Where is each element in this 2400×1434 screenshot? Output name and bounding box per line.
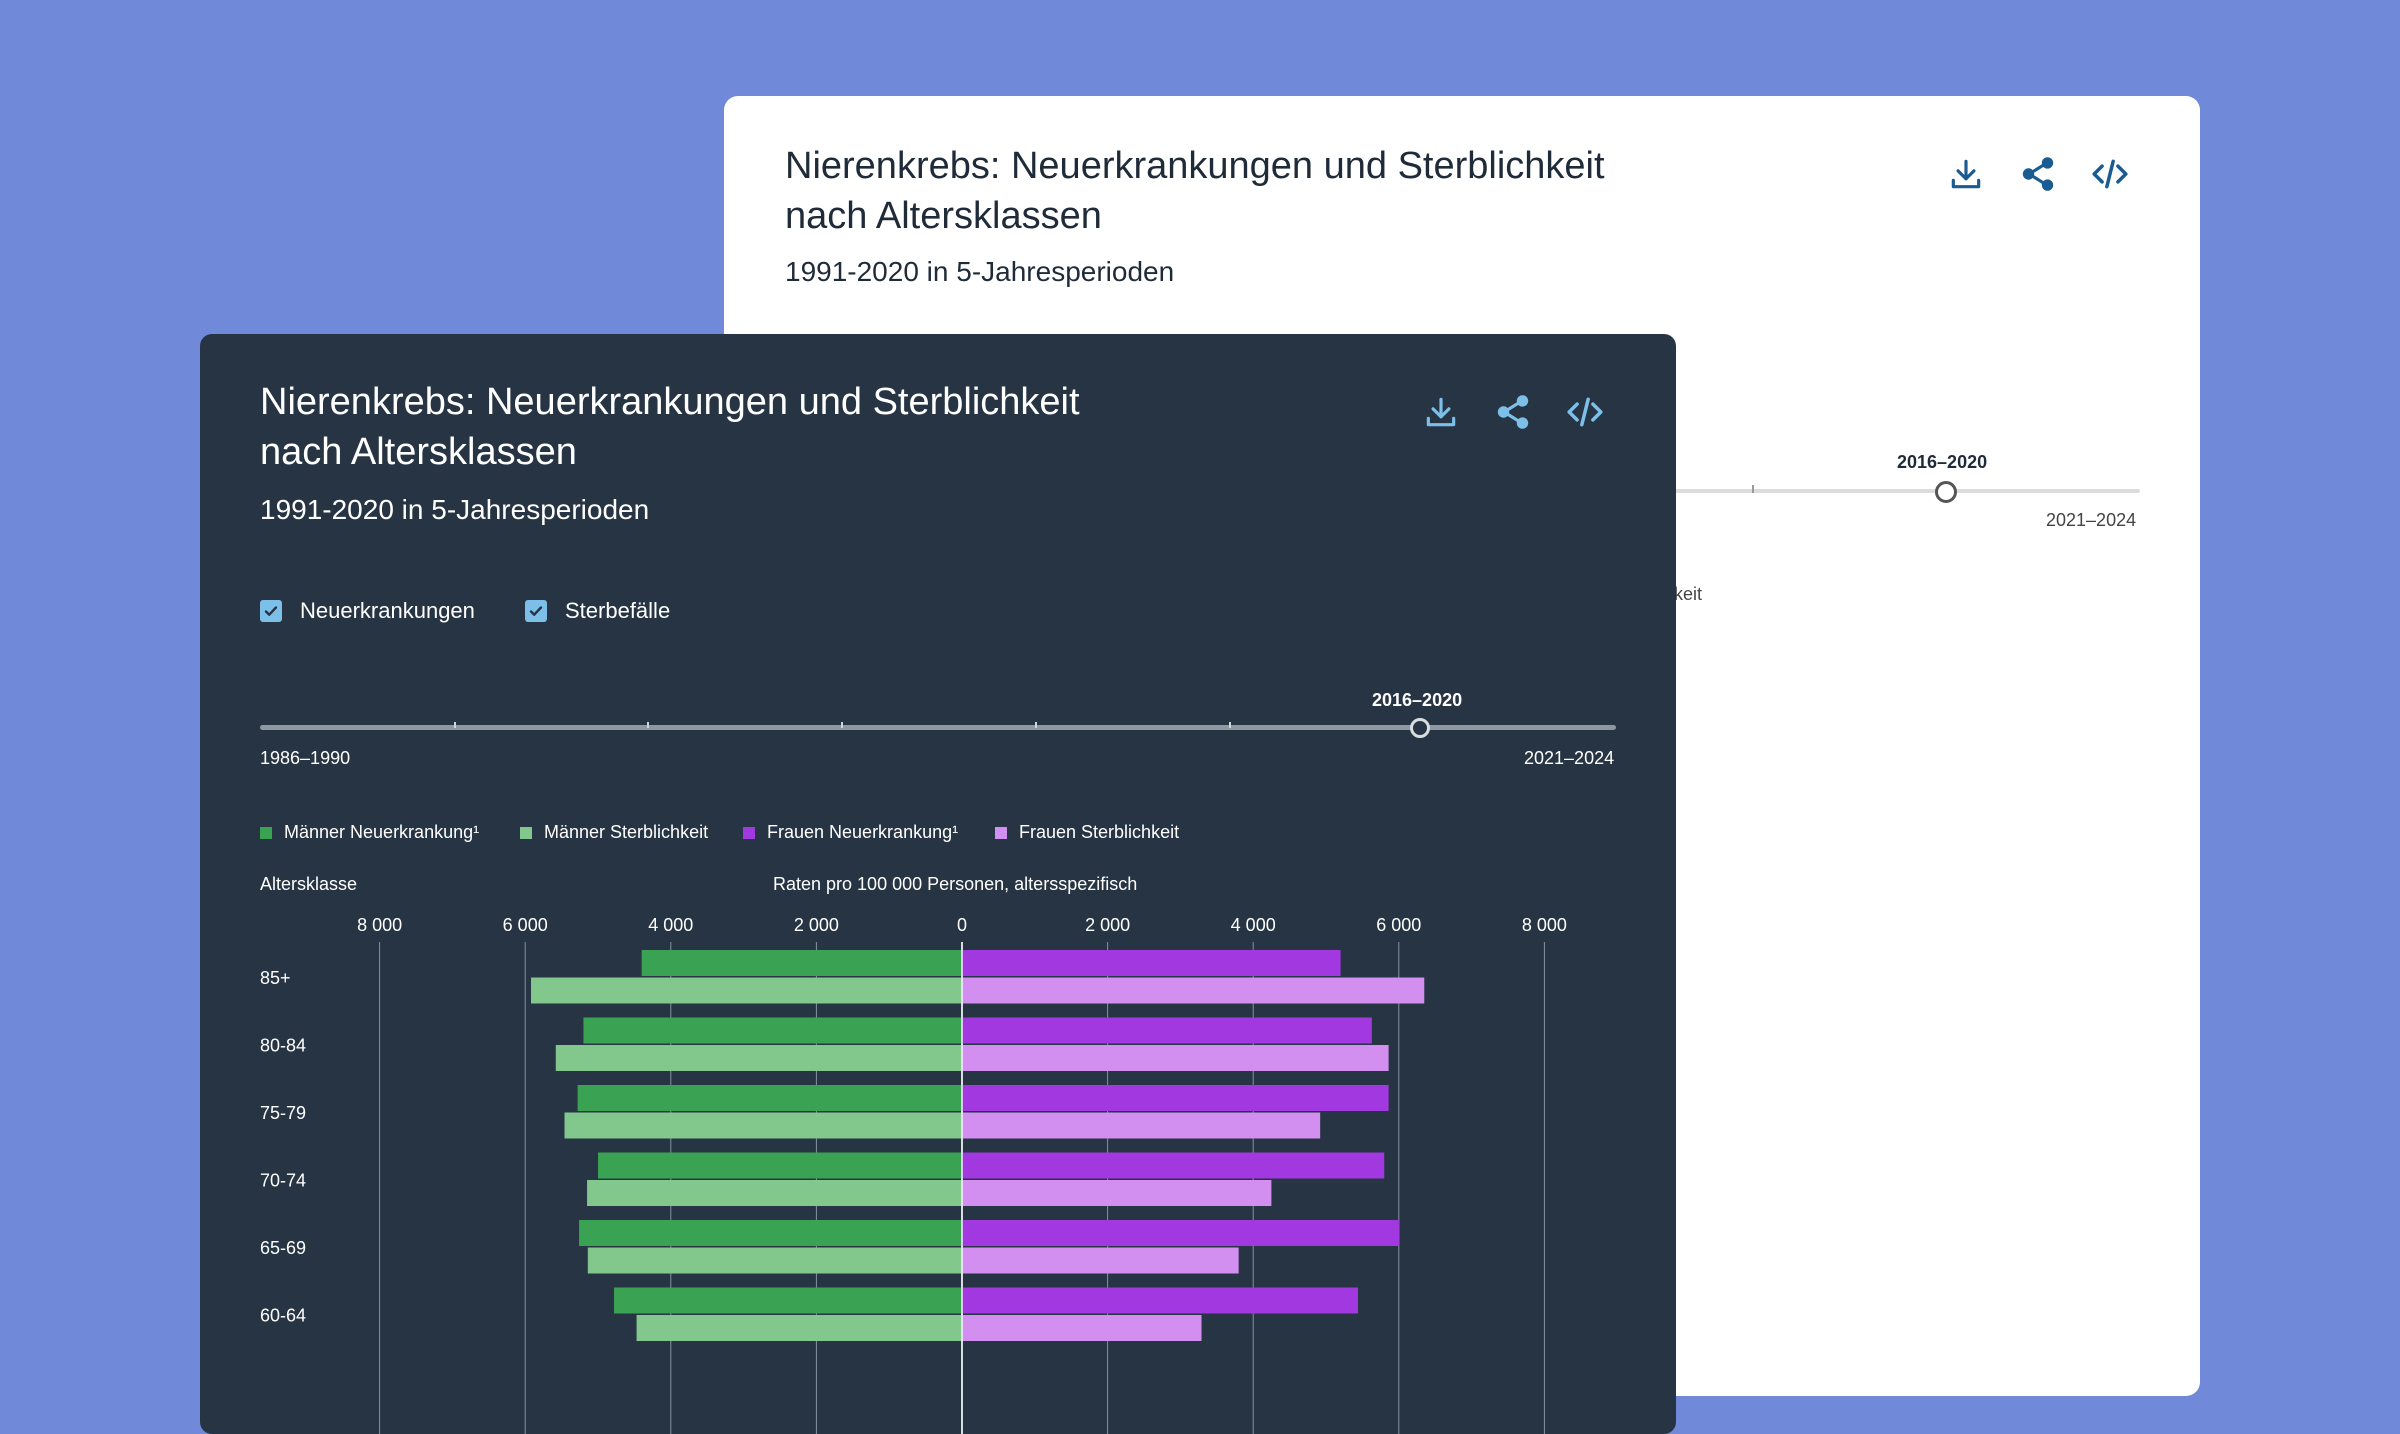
slider-start-label: 1986–1990 [260, 748, 351, 768]
share-button[interactable] [1489, 388, 1537, 436]
checkmark-icon [525, 600, 547, 622]
share-icon [2022, 157, 2054, 191]
bar[interactable] [962, 1112, 1321, 1139]
chart-card: Nierenkrebs: Neuerkrankungen und Sterbli… [200, 334, 1676, 1434]
filter-label: Sterbefälle [565, 598, 671, 623]
page-title: Nierenkrebs: Neuerkrankungen und Sterbli… [260, 381, 1080, 473]
legend-label: Männer Neuerkrankung¹ [284, 822, 480, 842]
bar[interactable] [614, 1287, 962, 1314]
page-subtitle: 1991-2020 in 5-Jahresperioden [260, 494, 650, 525]
bar[interactable] [598, 1152, 962, 1179]
legend-label: Männer Sterblichkeit [544, 822, 709, 842]
slider-end-label: 2021–2024 [1524, 748, 1615, 768]
back-download-button[interactable] [1942, 150, 1990, 198]
y-tick-label: 85+ [260, 968, 291, 988]
bar[interactable] [555, 1045, 962, 1071]
back-card-subtitle: 1991-2020 in 5-Jahresperioden [785, 256, 1175, 287]
bar[interactable] [641, 950, 962, 976]
bar[interactable] [531, 977, 962, 1004]
back-slider-end-label: 2021–2024 [2046, 510, 2137, 530]
x-tick-label: 8 000 [1522, 915, 1567, 935]
code-icon [2092, 159, 2128, 189]
bar[interactable] [564, 1112, 962, 1139]
bar[interactable] [962, 1287, 1359, 1314]
bar[interactable] [577, 1085, 962, 1111]
code-icon [1567, 397, 1603, 427]
y-tick-label: 65-69 [260, 1238, 306, 1258]
bar[interactable] [587, 1180, 962, 1206]
x-tick-label: 6 000 [503, 915, 548, 935]
bar[interactable] [962, 1315, 1202, 1341]
legend-swatch [520, 826, 532, 839]
y-tick-label: 80-84 [260, 1036, 306, 1056]
legend-label: Frauen Neuerkrankung¹ [767, 822, 959, 842]
y-tick-label: 75-79 [260, 1103, 306, 1123]
bar[interactable] [962, 1180, 1272, 1206]
bar[interactable] [962, 1152, 1385, 1179]
bar[interactable] [636, 1315, 962, 1341]
legend-item-women-incidence[interactable]: Frauen Neuerkrankung¹ [743, 822, 958, 843]
share-icon [1497, 395, 1529, 429]
x-tick-label: 6 000 [1376, 915, 1421, 935]
legend-item-women-mortality[interactable]: Frauen Sterblichkeit [995, 822, 1179, 843]
x-tick-label: 0 [957, 915, 967, 935]
legend-item-men-incidence[interactable]: Männer Neuerkrankung¹ [260, 822, 479, 843]
download-icon [1426, 397, 1456, 427]
x-tick-label: 2 000 [1085, 915, 1130, 935]
slider-tick [647, 722, 650, 728]
y-tick-label: 70-74 [260, 1171, 306, 1191]
x-tick-label: 2 000 [794, 915, 839, 935]
bar[interactable] [962, 950, 1341, 976]
checkmark-icon [260, 600, 282, 622]
download-button[interactable] [1417, 388, 1465, 436]
bar[interactable] [962, 1220, 1400, 1246]
bar[interactable] [962, 977, 1425, 1004]
slider-tick [1034, 722, 1037, 728]
period-slider-handle[interactable] [1410, 718, 1430, 738]
x-tick-label: 4 000 [1231, 915, 1276, 935]
back-embed-code-button[interactable] [2086, 150, 2134, 198]
bar[interactable] [962, 1247, 1239, 1274]
legend-swatch [743, 826, 755, 839]
download-icon [1951, 159, 1981, 189]
legend-swatch [260, 826, 272, 839]
period-slider-track[interactable] [260, 725, 1616, 730]
slider-current-label: 2016–2020 [1372, 690, 1463, 710]
bar[interactable] [962, 1085, 1389, 1111]
bar[interactable] [587, 1247, 962, 1274]
slider-tick [1228, 722, 1231, 728]
back-share-button[interactable] [2014, 150, 2062, 198]
bar[interactable] [962, 1045, 1389, 1071]
y-axis-title: Altersklasse [260, 874, 358, 894]
back-slider-current-label: 2016–2020 [1897, 452, 1988, 472]
filter-neuerkrankungen-checkbox[interactable]: Neuerkrankungen [260, 598, 475, 624]
y-tick-label: 60-64 [260, 1306, 306, 1326]
filter-sterbefaelle-checkbox[interactable]: Sterbefälle [525, 598, 670, 624]
back-slider-track[interactable] [1324, 489, 2140, 493]
slider-tick [841, 722, 844, 728]
x-tick-label: 8 000 [357, 915, 402, 935]
legend-label: Frauen Sterblichkeit [1019, 822, 1180, 842]
embed-code-button[interactable] [1561, 388, 1609, 436]
back-card-title: Nierenkrebs: Neuerkrankungen und Sterbli… [785, 145, 1605, 237]
back-slider-tick [1752, 485, 1754, 493]
bar[interactable] [579, 1220, 962, 1246]
filter-label: Neuerkrankungen [300, 598, 475, 623]
bar[interactable] [962, 1017, 1372, 1044]
legend-swatch [995, 826, 1007, 839]
slider-tick [453, 722, 456, 728]
pyramid-chart: 8 000 6 000 4 000 2 000 0 2 000 4 000 6 000 8 00… [260, 915, 1567, 1434]
x-axis-title: Raten pro 100 000 Personen, altersspezif… [773, 874, 1138, 894]
back-slider-handle[interactable] [1935, 481, 1957, 503]
legend-item-men-mortality[interactable]: Männer Sterblichkeit [520, 822, 708, 843]
x-tick-label: 4 000 [648, 915, 693, 935]
bar[interactable] [583, 1017, 962, 1044]
